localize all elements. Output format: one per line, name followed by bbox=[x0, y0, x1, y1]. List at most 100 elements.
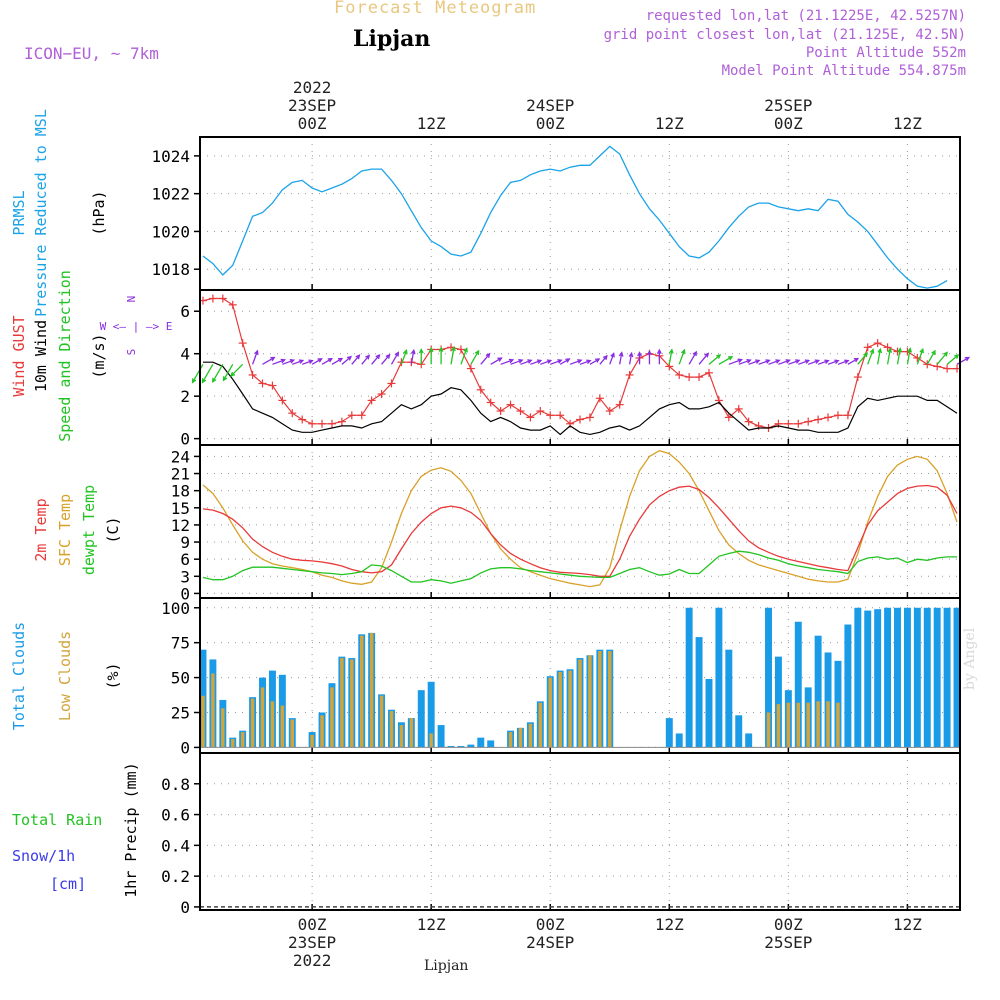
wind-direction-arrow bbox=[460, 348, 468, 365]
low-cloud-bar bbox=[558, 672, 562, 748]
wind-direction-arrow bbox=[698, 353, 709, 365]
wind-direction-arrow bbox=[807, 359, 819, 365]
wind-direction-arrow bbox=[569, 359, 582, 365]
wind-direction-arrowhead bbox=[557, 359, 563, 364]
y-tick-label: 12 bbox=[171, 516, 190, 535]
total-cloud-bar bbox=[715, 607, 723, 748]
wind-direction-arrowhead bbox=[765, 359, 771, 364]
low-cloud-bar bbox=[608, 651, 612, 748]
total-cloud-bar bbox=[814, 635, 822, 748]
wind-direction-arrow bbox=[688, 351, 697, 365]
panel-side-label: dewpt Temp bbox=[80, 485, 98, 575]
footer-location: Lipjan bbox=[424, 958, 469, 974]
panel-side-label: (hPa) bbox=[90, 190, 108, 235]
wind-direction-arrowhead bbox=[919, 347, 924, 354]
total-cloud-bar bbox=[765, 607, 772, 748]
panel-side-label: SFC Temp bbox=[56, 494, 74, 566]
wind-direction-arrowhead bbox=[565, 358, 571, 363]
top-time-label: 2022 bbox=[293, 78, 332, 97]
wind-direction-arrow bbox=[500, 359, 514, 365]
y-tick-label: 3 bbox=[180, 567, 190, 586]
wind-direction-arrow bbox=[946, 354, 959, 365]
bottom-time-label: 25SEP bbox=[764, 933, 812, 952]
y-tick-label: 1022 bbox=[151, 185, 190, 204]
wind-direction-arrowhead bbox=[230, 371, 236, 377]
wind-direction-arrowhead bbox=[418, 348, 424, 354]
panel-side-label: Total Clouds bbox=[10, 622, 28, 730]
panel-temperature bbox=[194, 444, 961, 599]
compass-north: N bbox=[125, 296, 138, 303]
bottom-time-label: 00Z bbox=[536, 915, 565, 934]
wind-direction-arrowhead bbox=[795, 359, 801, 364]
wind-direction-arrowhead bbox=[785, 359, 791, 364]
wind-direction-arrow bbox=[619, 352, 623, 365]
low-cloud-bar bbox=[528, 723, 533, 748]
wind-direction-arrow bbox=[262, 356, 275, 365]
wind-direction-arrowhead bbox=[610, 352, 615, 358]
wind-direction-arrow bbox=[351, 354, 360, 365]
panel-side-label: Speed and Direction bbox=[56, 270, 74, 442]
prmsl-line bbox=[202, 145, 948, 289]
top-time-label: 00Z bbox=[298, 114, 327, 133]
total-cloud-bar bbox=[874, 609, 882, 748]
low-cloud-bar bbox=[796, 702, 801, 748]
low-cloud-bar bbox=[816, 701, 820, 748]
wind-direction-arrow bbox=[668, 349, 673, 365]
grid-point-coords: grid point closest lon,lat (21.125E, 42.… bbox=[603, 27, 966, 43]
wind-direction-arrowhead bbox=[546, 359, 553, 364]
requested-coords: requested lon,lat (21.1225E, 42.5257N) bbox=[645, 8, 966, 24]
wind-direction-arrow bbox=[520, 359, 532, 365]
wind-direction-arrowhead bbox=[681, 348, 686, 355]
wind-direction-arrow bbox=[510, 359, 523, 365]
panel-side-label: 2m Temp bbox=[32, 498, 50, 561]
total-cloud-bar bbox=[774, 656, 782, 748]
total-cloud-bar bbox=[685, 607, 693, 748]
compass-south: S bbox=[125, 349, 138, 356]
wind-direction-arrowhead bbox=[410, 348, 416, 355]
snow-unit-label: [cm] bbox=[50, 875, 86, 893]
wind-direction-arrow bbox=[886, 348, 891, 365]
y-tick-label: 0 bbox=[180, 738, 190, 757]
total-cloud-bar bbox=[417, 690, 425, 748]
y-tick-label: 6 bbox=[180, 302, 190, 321]
wind-direction-arrowhead bbox=[346, 355, 353, 361]
wind-direction-arrow bbox=[480, 353, 491, 365]
wind-direction-arrowhead bbox=[355, 354, 361, 360]
low-cloud-bar bbox=[568, 670, 572, 748]
panel-frame bbox=[199, 752, 961, 911]
wind-direction-arrow bbox=[301, 359, 313, 365]
wind-direction-arrowhead bbox=[775, 359, 781, 364]
low-cloud-bar bbox=[379, 695, 384, 748]
total-cloud-bar bbox=[903, 607, 911, 748]
low-cloud-bar bbox=[359, 635, 364, 748]
wind-direction-arrowhead bbox=[201, 378, 207, 384]
wind-direction-arrow bbox=[926, 350, 936, 365]
low-cloud-bar bbox=[389, 711, 394, 748]
wind-direction-arrow bbox=[381, 354, 391, 365]
panel-wind bbox=[191, 289, 971, 446]
wind-direction-arrow bbox=[410, 350, 415, 365]
low-cloud-bar bbox=[548, 677, 552, 748]
wind-direction-arrowhead bbox=[853, 357, 860, 363]
total-cloud-bar bbox=[735, 715, 743, 748]
panel-side-label: Low Clouds bbox=[56, 631, 74, 721]
wind-direction-arrow bbox=[311, 358, 322, 365]
bottom-time-label: 12Z bbox=[655, 915, 684, 934]
y-tick-label: 4 bbox=[180, 345, 190, 364]
y-tick-label: 1020 bbox=[151, 222, 190, 241]
low-cloud-bar bbox=[320, 715, 324, 748]
y-tick-label: 6 bbox=[180, 550, 190, 569]
dewpt-line bbox=[202, 550, 957, 584]
wind-direction-arrowhead bbox=[602, 354, 608, 361]
panel-side-label: (m/s) bbox=[90, 333, 108, 378]
wind-direction-arrow bbox=[192, 363, 204, 383]
low-cloud-bar bbox=[598, 651, 602, 748]
wind-direction-arrowhead bbox=[628, 351, 634, 358]
compass-west-east: W <— | —> E bbox=[100, 320, 173, 333]
y-tick-label: 100 bbox=[161, 599, 190, 618]
wind-direction-arrow bbox=[708, 354, 721, 365]
total-cloud-bar bbox=[467, 744, 475, 748]
wind-direction-arrow bbox=[678, 349, 685, 365]
total-cloud-bar bbox=[427, 681, 435, 748]
top-time-label: 12Z bbox=[893, 114, 922, 133]
